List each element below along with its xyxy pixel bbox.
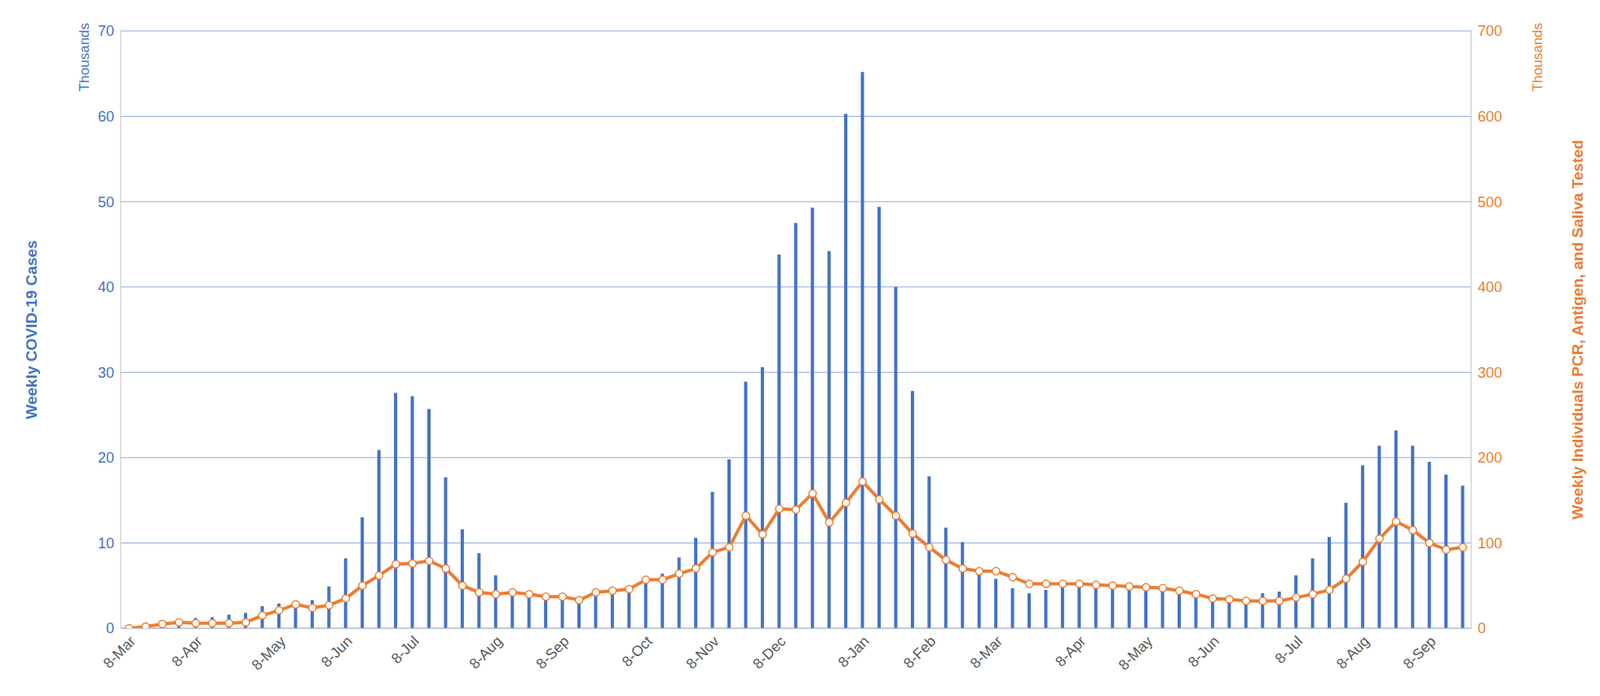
svg-text:8-Oct: 8-Oct [618,632,656,670]
svg-text:30: 30 [97,364,115,381]
svg-text:8-Nov: 8-Nov [683,632,723,672]
svg-text:8-Feb: 8-Feb [900,632,939,672]
svg-text:Weekly Individuals PCR, Antige: Weekly Individuals PCR, Antigen, and Sal… [1569,139,1587,519]
svg-text:8-Apr: 8-Apr [168,632,206,670]
svg-text:10: 10 [97,534,115,552]
svg-text:200: 200 [1477,449,1503,466]
svg-text:300: 300 [1477,364,1503,381]
svg-text:60: 60 [97,108,115,125]
svg-text:8-Apr: 8-Apr [1051,632,1089,670]
svg-text:8-Sep: 8-Sep [1400,632,1440,672]
svg-text:40: 40 [97,278,115,296]
html-text:Thousands: Thousands [76,22,93,92]
svg-text:8-Mar: 8-Mar [100,632,139,672]
html-text:Thousands: Thousands [1529,22,1546,92]
svg-text:8-Dec: 8-Dec [749,632,789,672]
svg-text:8-Sep: 8-Sep [533,632,573,672]
svg-text:700: 700 [1477,22,1503,40]
svg-text:8-Aug: 8-Aug [1333,632,1373,672]
svg-text:20: 20 [97,449,115,466]
svg-text:50: 50 [97,194,115,211]
svg-text:8-Jul: 8-Jul [388,632,423,668]
svg-text:8-Jun: 8-Jun [318,632,356,671]
svg-text:0: 0 [1477,619,1486,637]
svg-text:8-Aug: 8-Aug [466,632,506,672]
svg-text:8-May: 8-May [248,632,290,674]
svg-text:8-Jan: 8-Jan [835,632,873,671]
svg-text:Weekly COVID-19 Cases: Weekly COVID-19 Cases [22,239,40,419]
svg-text:8-Jul: 8-Jul [1271,632,1306,668]
svg-text:8-Jun: 8-Jun [1184,632,1223,671]
svg-text:8-Mar: 8-Mar [967,632,1006,672]
svg-text:600: 600 [1477,108,1503,125]
svg-text:70: 70 [97,22,115,40]
svg-text:100: 100 [1477,534,1503,552]
svg-text:400: 400 [1477,278,1503,296]
svg-text:8-May: 8-May [1115,632,1157,674]
svg-text:500: 500 [1477,194,1503,211]
svg-text:0: 0 [106,619,115,637]
